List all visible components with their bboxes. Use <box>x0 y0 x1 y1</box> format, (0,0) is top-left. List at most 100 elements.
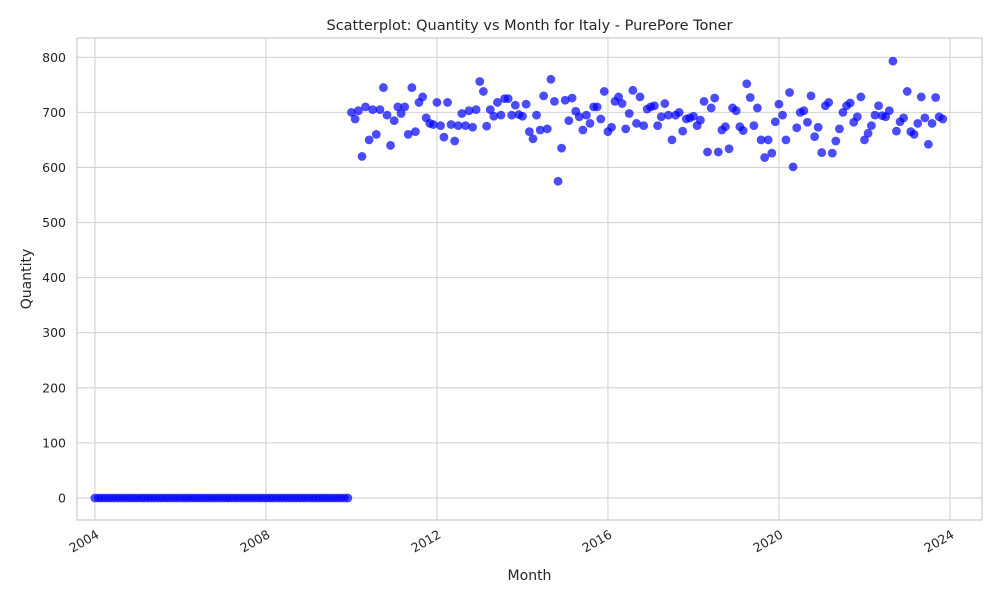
data-point <box>539 91 549 101</box>
data-point <box>860 135 869 145</box>
y-tick-label: 0 <box>58 490 66 505</box>
data-point <box>457 109 467 118</box>
data-point <box>892 126 901 136</box>
data-point <box>450 136 460 146</box>
data-point <box>884 106 894 116</box>
data-point <box>574 112 584 122</box>
data-point <box>528 134 538 144</box>
y-tick-label: 200 <box>42 380 66 395</box>
data-point <box>592 102 602 112</box>
data-point <box>550 96 559 106</box>
data-point <box>546 74 556 84</box>
data-point <box>731 106 741 116</box>
data-point <box>581 110 591 120</box>
data-point <box>710 93 720 103</box>
data-point <box>760 153 770 162</box>
data-point <box>902 87 912 96</box>
data-point <box>443 98 452 107</box>
data-point <box>792 123 802 133</box>
data-point <box>357 152 367 161</box>
data-point <box>938 114 948 124</box>
y-tick-label: 600 <box>42 160 66 175</box>
data-point <box>410 127 420 137</box>
data-point <box>567 93 577 103</box>
data-point <box>810 132 820 142</box>
data-point <box>521 99 531 109</box>
data-point <box>689 111 698 121</box>
y-tick-label: 700 <box>42 105 66 120</box>
data-point <box>496 110 506 120</box>
data-point <box>478 87 488 96</box>
data-point <box>607 122 616 132</box>
data-point <box>632 118 641 128</box>
data-point <box>436 121 445 130</box>
data-point <box>888 56 898 66</box>
data-point <box>461 121 470 130</box>
data-point <box>749 121 759 130</box>
data-point <box>874 101 883 111</box>
data-point <box>464 106 474 116</box>
data-point <box>721 122 730 132</box>
data-point <box>738 126 748 135</box>
data-point <box>817 148 827 157</box>
data-point <box>524 127 534 137</box>
data-point <box>838 107 848 117</box>
data-point <box>439 132 449 142</box>
data-point <box>699 96 709 106</box>
data-point <box>909 130 919 139</box>
data-point <box>778 110 787 120</box>
data-point <box>664 110 673 120</box>
data-point <box>364 135 374 145</box>
data-point <box>667 135 677 145</box>
y-tick-label: 400 <box>42 270 66 285</box>
data-point <box>407 83 417 92</box>
data-point <box>389 116 399 126</box>
data-point <box>446 120 456 129</box>
y-tick-label: 800 <box>42 50 66 65</box>
data-point <box>916 92 926 102</box>
data-point <box>535 125 545 135</box>
data-point <box>923 139 933 149</box>
data-point <box>475 77 485 86</box>
data-point <box>813 122 823 132</box>
data-point <box>489 111 499 121</box>
data-point <box>660 99 670 108</box>
data-point <box>453 121 463 130</box>
data-point <box>343 493 353 503</box>
data-point <box>585 118 595 128</box>
data-point <box>350 114 360 124</box>
data-point <box>656 112 666 122</box>
data-point <box>493 98 502 107</box>
data-point <box>393 102 403 112</box>
data-point <box>827 148 837 158</box>
data-point <box>863 128 873 138</box>
data-point <box>578 125 588 135</box>
data-point <box>542 124 552 134</box>
data-point <box>624 109 634 118</box>
data-point <box>485 105 495 115</box>
y-axis-label: Quantity <box>19 249 35 310</box>
data-point <box>553 176 563 186</box>
data-point <box>806 91 816 101</box>
data-point <box>621 124 631 134</box>
data-point <box>920 113 930 123</box>
data-point <box>767 148 777 158</box>
data-point <box>482 121 492 131</box>
data-point <box>382 110 392 120</box>
data-point <box>396 109 406 118</box>
data-point <box>418 92 428 102</box>
data-point <box>703 147 712 157</box>
data-point <box>781 135 791 145</box>
grid <box>77 38 982 520</box>
data-point <box>347 107 356 117</box>
data-point <box>599 87 609 96</box>
data-point <box>752 103 762 113</box>
data-point <box>678 126 688 136</box>
y-tick-label: 300 <box>42 325 66 340</box>
data-point <box>649 101 659 111</box>
data-point <box>653 121 663 130</box>
data-point <box>695 115 705 125</box>
data-point <box>628 85 638 95</box>
data-point <box>835 124 844 134</box>
data-point <box>713 147 723 157</box>
